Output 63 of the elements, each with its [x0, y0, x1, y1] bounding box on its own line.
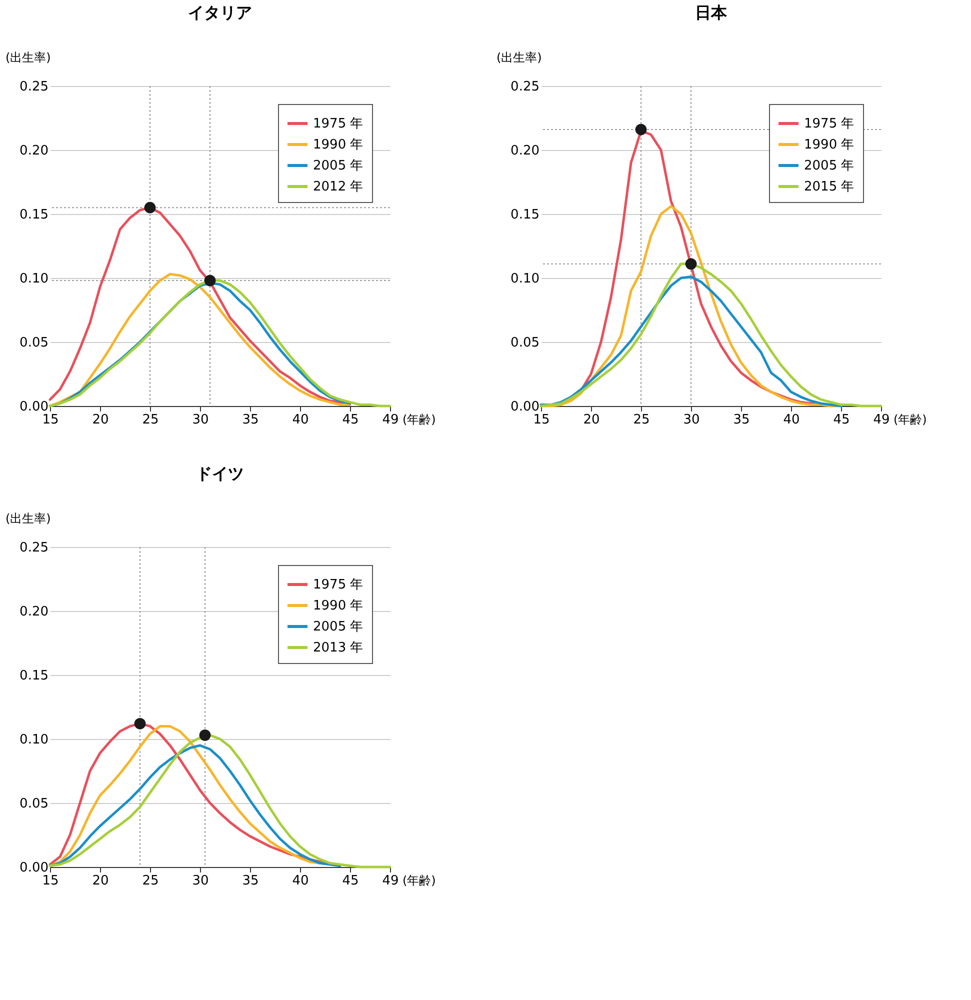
legend-label: 2005 年	[313, 158, 364, 174]
y-tick-label: 0.05	[20, 336, 48, 350]
x-tick-label: 49	[382, 412, 399, 428]
x-tick-label: 45	[833, 412, 850, 428]
legend-label: 2005 年	[804, 158, 854, 174]
legend-label: 1975 年	[313, 578, 364, 592]
chart-title: ドイツ	[196, 464, 244, 483]
y-tick-label: 0.15	[510, 208, 540, 222]
x-tick-label: 30	[683, 412, 700, 428]
x-tick-label: 25	[633, 412, 650, 428]
legend-label: 1990 年	[313, 598, 364, 614]
x-tick-label: 49	[873, 412, 890, 428]
y-tick-label: 0.10	[20, 272, 48, 286]
y-tick-label: 0.00	[20, 860, 48, 876]
legend-label: 2012 年	[313, 180, 364, 194]
y-tick-label: 0.00	[510, 400, 540, 414]
x-tick-label: 40	[292, 874, 309, 888]
x-tick-label: 35	[242, 874, 259, 888]
y-tick-label: 0.15	[20, 668, 48, 684]
x-tick-label: 20	[583, 412, 600, 428]
x-tick-label: 25	[142, 412, 159, 428]
x-tick-label: 45	[342, 412, 359, 428]
y-tick-label: 0.25	[20, 540, 48, 556]
y-tick-label: 0.10	[510, 272, 540, 286]
y-tick-label: 0.15	[20, 208, 48, 222]
x-tick-label: 40	[292, 412, 309, 428]
y-tick-label: 0.00	[20, 400, 48, 414]
x-tick-label: 30	[192, 412, 209, 428]
y-tick-label: 0.05	[510, 336, 540, 350]
x-tick-label: 15	[42, 874, 59, 888]
chart-title: 日本	[695, 3, 728, 22]
x-tick-label: 15	[42, 412, 59, 428]
x-tick-label: 15	[533, 412, 550, 428]
y-tick-label: 0.20	[510, 144, 540, 158]
y-tick-label: 0.20	[20, 144, 48, 158]
legend-label: 1990 年	[313, 138, 364, 152]
y-tick-label: 0.10	[20, 732, 48, 748]
y-tick-label: 0.25	[510, 80, 540, 94]
y-axis-title: (出生率)	[6, 512, 51, 526]
legend-label: 1975 年	[804, 116, 854, 132]
y-axis-title: (出生率)	[6, 50, 51, 64]
x-tick-label: 45	[342, 874, 359, 888]
x-tick-label: 20	[92, 874, 109, 888]
legend-label: 1990 年	[804, 138, 854, 152]
y-tick-label: 0.20	[20, 604, 48, 620]
x-tick-label: 35	[733, 412, 750, 428]
x-tick-label: 35	[242, 412, 259, 428]
legend-label: 2013 年	[313, 640, 364, 656]
x-axis-title: (年齢)	[402, 412, 436, 426]
y-tick-label: 0.05	[20, 796, 48, 812]
y-tick-label: 0.25	[20, 80, 48, 94]
x-tick-label: 49	[382, 874, 399, 888]
legend-label: 2015 年	[804, 180, 854, 194]
x-tick-label: 40	[783, 412, 800, 428]
legend-label: 2005 年	[313, 620, 364, 634]
x-tick-label: 25	[142, 874, 159, 888]
x-tick-label: 20	[92, 412, 109, 428]
x-tick-label: 30	[192, 874, 209, 888]
chart-title: イタリア	[188, 3, 252, 22]
y-axis-title: (出生率)	[496, 50, 542, 64]
x-axis-title: (年齢)	[402, 874, 436, 888]
legend-label: 1975 年	[313, 116, 364, 132]
x-axis-title: (年齢)	[894, 412, 927, 426]
